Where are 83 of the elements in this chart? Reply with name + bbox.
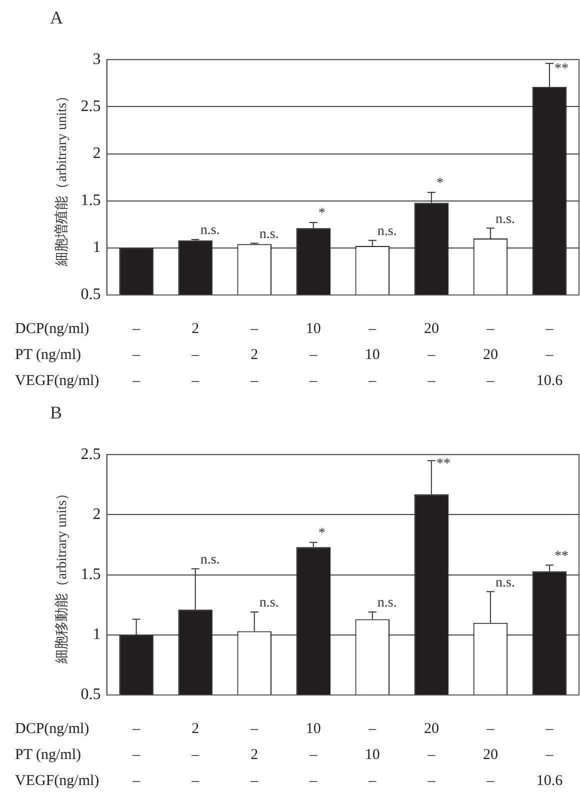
data-label: ** [554,61,568,76]
data-label: n.s. [495,212,515,227]
text: PT (ng/ml) [15,346,81,363]
text: – [190,746,200,763]
text: – [190,372,200,389]
text: – [308,772,318,789]
text: – [368,772,377,789]
text: 20 [424,720,439,737]
text: DCP(ng/ml) [15,320,90,337]
text: 20 [482,346,498,363]
y-axis-title: 細胞移動能（arbitrary units） [54,486,70,664]
text: – [250,772,259,789]
y-tick-label: 1.5 [80,192,101,210]
y-tick-label: 1 [92,239,101,256]
y-tick-label: 0.5 [80,686,101,704]
text: 20 [424,320,439,337]
y-tick-label: 2.5 [80,446,101,463]
text: – [368,720,377,737]
text: – [544,746,554,763]
text: 20 [482,746,498,763]
text: 2 [250,746,258,763]
data-label: n.s. [259,596,279,611]
text: 2 [192,320,200,337]
text: – [426,746,436,763]
text: – [544,320,554,337]
text: DCP(ng/ml) [15,720,90,737]
text: – [250,372,259,389]
text: 10.6 [536,372,564,389]
data-label: n.s. [200,223,220,238]
y-tick-label: 2.5 [80,98,101,115]
text: 2 [192,720,200,737]
y-tick-label: 1 [92,626,101,644]
data-label: ** [436,456,450,472]
text: – [426,372,436,389]
data-label: * [436,176,444,192]
data-label: n.s. [200,552,220,568]
data-label: n.s. [495,575,515,590]
text: – [544,346,554,363]
data-label: ** [554,548,568,564]
text: VEGF(ng/ml) [15,772,100,789]
text: – [190,772,200,789]
text: – [250,320,259,337]
text: – [132,746,141,763]
data-label: n.s. [377,224,397,240]
y-axis-title: 細胞増殖能（arbitrary units） [53,88,70,267]
text: – [486,320,495,337]
text: – [308,372,318,389]
text: – [308,346,318,363]
text: – [250,720,259,737]
text: 10.6 [536,772,564,789]
text: 10 [306,320,321,337]
text: – [486,372,495,389]
y-tick-label: 0.5 [80,286,101,304]
text: – [486,772,495,789]
text: – [132,772,141,789]
text: – [368,320,377,337]
data-label: n.s. [377,596,397,611]
text: – [426,346,436,363]
text: – [308,746,318,763]
text: 10 [306,720,321,737]
chart-title: A [50,8,63,28]
text: 10 [364,746,380,763]
text: – [368,372,377,389]
text: PT (ng/ml) [15,746,81,763]
text: – [132,372,141,389]
data-label: * [318,206,326,222]
text: – [132,720,141,737]
text: – [426,772,436,789]
y-tick-label: 2 [92,506,101,523]
text: – [132,320,141,337]
text: VEGF(ng/ml) [15,372,100,389]
text: – [544,720,554,737]
y-tick-label: 3 [92,50,101,68]
y-tick-label: 2 [92,144,101,162]
text: – [486,720,495,737]
text: 10 [364,346,380,363]
y-tick-label: 1.5 [80,566,101,584]
text: 2 [250,346,258,363]
data-label: n.s. [259,226,279,242]
text: – [190,346,200,363]
data-label: * [318,526,326,542]
chart-title: B [50,402,62,423]
text: – [132,346,141,363]
